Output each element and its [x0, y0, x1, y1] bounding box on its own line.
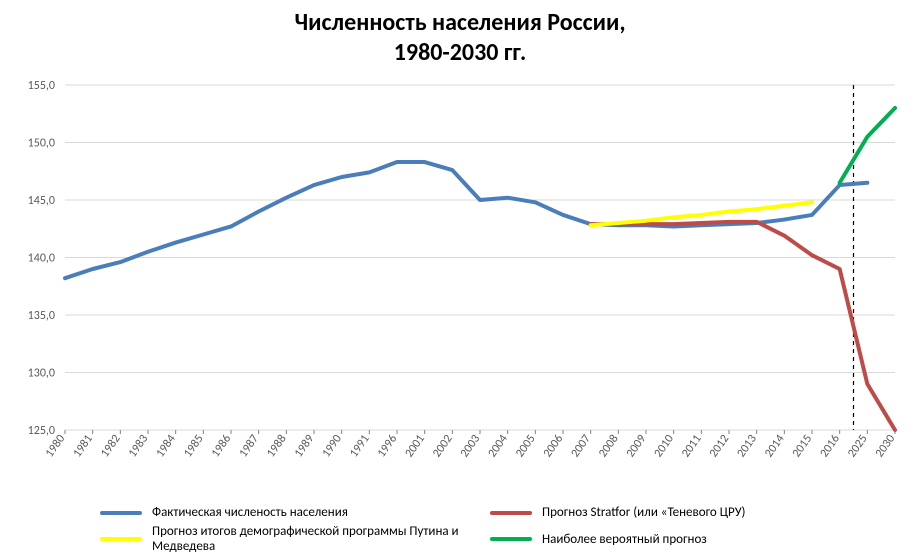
x-tick-label: 1982 — [98, 432, 123, 460]
legend-label: Фактическая численость населения — [152, 505, 348, 520]
x-tick-label: 2030 — [873, 432, 898, 460]
figure-root: Численность населения России, 1980-2030 … — [0, 0, 920, 557]
x-tick-label: 2011 — [679, 432, 704, 460]
x-tick-label: 2025 — [845, 432, 870, 460]
chart-plot: 125,0130,0135,0140,0145,0150,0155,019801… — [0, 0, 920, 505]
x-tick-label: 2003 — [458, 432, 483, 460]
x-tick-label: 1984 — [154, 432, 179, 460]
x-tick-label: 2015 — [790, 432, 815, 460]
x-tick-label: 2016 — [818, 432, 843, 460]
legend-item-stratfor: Прогноз Stratfor (или «Теневого ЦРУ) — [490, 505, 880, 520]
y-tick-label: 150,0 — [28, 137, 55, 151]
legend-item-actual: Фактическая численость населения — [100, 505, 490, 520]
legend-label: Прогноз итогов демографической программы… — [152, 524, 490, 554]
x-tick-label: 2010 — [652, 432, 677, 460]
x-tick-label: 2013 — [735, 432, 760, 460]
y-tick-label: 155,0 — [28, 79, 55, 93]
x-tick-label: 2005 — [513, 432, 538, 460]
y-tick-label: 145,0 — [28, 194, 55, 208]
y-tick-label: 130,0 — [28, 367, 55, 381]
legend-item-program: Прогноз итогов демографической программы… — [100, 524, 490, 554]
x-tick-label: 2012 — [707, 432, 732, 460]
x-tick-label: 2002 — [430, 432, 455, 460]
x-tick-label: 2006 — [541, 432, 566, 460]
x-tick-label: 1986 — [209, 432, 234, 460]
y-tick-label: 125,0 — [28, 424, 55, 438]
x-tick-label: 2004 — [486, 432, 511, 460]
legend-item-likely: Наиболее вероятный прогноз — [490, 524, 880, 554]
legend: Фактическая численость населения Прогноз … — [100, 505, 880, 557]
x-tick-label: 1991 — [347, 432, 372, 460]
x-tick-label: 1985 — [181, 432, 206, 460]
legend-swatch — [490, 511, 532, 515]
x-tick-label: 2007 — [569, 432, 594, 460]
x-tick-label: 2001 — [403, 432, 428, 460]
y-tick-label: 135,0 — [28, 309, 55, 323]
x-tick-label: 1996 — [375, 432, 400, 460]
x-tick-label: 2008 — [596, 432, 621, 460]
x-tick-label: 2014 — [762, 432, 787, 460]
legend-label: Наиболее вероятный прогноз — [542, 532, 707, 547]
legend-label: Прогноз Stratfor (или «Теневого ЦРУ) — [542, 505, 746, 520]
series-stratfor — [591, 222, 895, 430]
x-tick-label: 1987 — [237, 432, 262, 460]
series-likely — [840, 108, 895, 183]
legend-swatch — [100, 537, 142, 541]
legend-swatch — [100, 511, 142, 515]
x-tick-label: 2009 — [624, 432, 649, 460]
y-tick-label: 140,0 — [28, 252, 55, 266]
x-tick-label: 1990 — [320, 432, 345, 460]
x-tick-label: 1989 — [292, 432, 317, 460]
x-tick-label: 1988 — [264, 432, 289, 460]
x-tick-label: 1981 — [71, 432, 96, 460]
x-tick-label: 1983 — [126, 432, 151, 460]
legend-swatch — [490, 537, 532, 541]
